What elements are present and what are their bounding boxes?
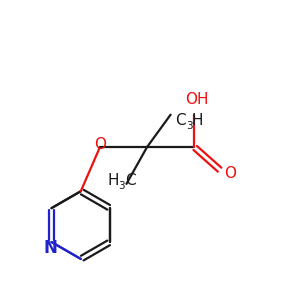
Text: OH: OH [185,92,209,107]
Text: H: H [191,113,203,128]
Text: O: O [94,137,106,152]
Text: N: N [43,239,57,257]
Text: H: H [107,173,119,188]
Text: 3: 3 [186,121,193,131]
Text: O: O [224,166,236,181]
Text: 3: 3 [118,181,125,191]
Text: C: C [125,173,136,188]
Text: C: C [175,113,186,128]
